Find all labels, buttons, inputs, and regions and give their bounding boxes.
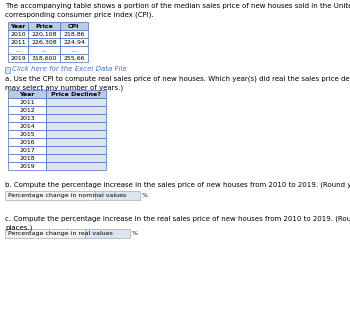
- Text: Price: Price: [35, 24, 53, 28]
- Bar: [8, 106, 46, 114]
- Bar: [46, 162, 106, 170]
- Bar: [60, 22, 88, 30]
- Bar: [5, 229, 85, 238]
- Text: 2019: 2019: [19, 164, 35, 168]
- Bar: [46, 130, 106, 138]
- Bar: [60, 30, 88, 38]
- Text: Percentage change in real values: Percentage change in real values: [8, 231, 113, 236]
- Text: 2011: 2011: [10, 40, 26, 44]
- Bar: [60, 38, 88, 46]
- Bar: [46, 146, 106, 154]
- Text: c. Compute the percentage increase in the real sales price of new houses from 20: c. Compute the percentage increase in th…: [5, 216, 350, 231]
- Text: CPI: CPI: [68, 24, 80, 28]
- Text: b. Compute the percentage increase in the sales price of new houses from 2010 to: b. Compute the percentage increase in th…: [5, 182, 350, 188]
- Text: 2012: 2012: [19, 108, 35, 112]
- Text: 218.86: 218.86: [63, 31, 85, 37]
- Text: 2014: 2014: [19, 124, 35, 129]
- Text: 224.94: 224.94: [63, 40, 85, 44]
- Text: 2015: 2015: [19, 131, 35, 136]
- Text: %: %: [142, 193, 148, 198]
- Bar: [46, 138, 106, 146]
- Bar: [8, 46, 28, 54]
- Bar: [60, 54, 88, 62]
- Text: ...: ...: [15, 47, 21, 53]
- Text: 2017: 2017: [19, 147, 35, 152]
- Bar: [28, 46, 60, 54]
- Text: ...: ...: [71, 47, 77, 53]
- Text: Price Decline?: Price Decline?: [51, 92, 101, 96]
- Text: 2016: 2016: [19, 140, 35, 145]
- Text: 220,108: 220,108: [31, 31, 57, 37]
- Bar: [5, 191, 95, 200]
- Bar: [95, 191, 140, 200]
- Bar: [8, 122, 46, 130]
- Bar: [46, 122, 106, 130]
- Bar: [8, 90, 46, 98]
- Bar: [8, 30, 28, 38]
- Bar: [85, 229, 130, 238]
- Bar: [28, 30, 60, 38]
- Bar: [46, 98, 106, 106]
- Text: Percentage change in nominal values: Percentage change in nominal values: [8, 193, 126, 198]
- Text: Year: Year: [19, 92, 35, 96]
- Bar: [8, 98, 46, 106]
- Text: a. Use the CPI to compute real sales price of new houses. Which year(s) did real: a. Use the CPI to compute real sales pri…: [5, 76, 350, 91]
- Bar: [8, 38, 28, 46]
- Text: 2010: 2010: [10, 31, 26, 37]
- Bar: [8, 54, 28, 62]
- Bar: [46, 90, 106, 98]
- Bar: [60, 46, 88, 54]
- Bar: [46, 106, 106, 114]
- Bar: [8, 130, 46, 138]
- Bar: [8, 146, 46, 154]
- Text: Click here for the Excel Data File: Click here for the Excel Data File: [12, 66, 127, 72]
- Text: %: %: [132, 231, 138, 236]
- Bar: [8, 162, 46, 170]
- Bar: [46, 154, 106, 162]
- Bar: [28, 54, 60, 62]
- Text: The accompanying table shows a portion of the median sales price of new houses s: The accompanying table shows a portion o…: [5, 3, 350, 18]
- Bar: [8, 114, 46, 122]
- Bar: [46, 114, 106, 122]
- Bar: [8, 22, 28, 30]
- Bar: [8, 154, 46, 162]
- Text: Year: Year: [10, 24, 26, 28]
- Bar: [8, 138, 46, 146]
- Text: 2013: 2013: [19, 115, 35, 121]
- Text: 2018: 2018: [19, 156, 35, 161]
- Bar: [28, 22, 60, 30]
- Bar: [5, 67, 10, 73]
- Text: 255.66: 255.66: [63, 56, 85, 60]
- Text: ...: ...: [41, 47, 47, 53]
- Bar: [28, 38, 60, 46]
- Text: 318,600: 318,600: [31, 56, 57, 60]
- Text: 2011: 2011: [19, 99, 35, 105]
- Text: 226,308: 226,308: [31, 40, 57, 44]
- Text: 2019: 2019: [10, 56, 26, 60]
